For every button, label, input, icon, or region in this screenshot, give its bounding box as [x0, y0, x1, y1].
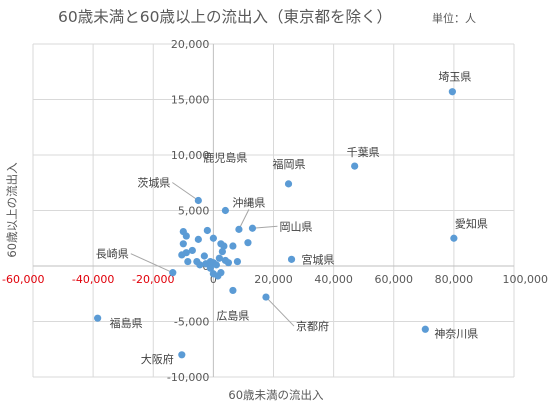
point-label: 愛知県	[455, 216, 488, 230]
data-point	[209, 234, 217, 242]
data-point	[262, 293, 270, 301]
data-point	[421, 325, 429, 333]
x-axis-title: 60歳未満の流出入	[228, 388, 324, 402]
data-point	[212, 261, 220, 269]
x-tick-label: -40,000	[72, 273, 114, 286]
data-point	[217, 240, 225, 248]
data-point	[351, 162, 359, 170]
y-tick-label: -5,000	[174, 316, 209, 329]
data-point	[94, 314, 102, 322]
y-tick-label: 5,000	[178, 205, 210, 218]
x-tick-label: 60,000	[375, 273, 414, 286]
y-tick-label: -10,000	[167, 371, 209, 384]
data-point	[178, 251, 186, 259]
data-point	[217, 269, 225, 277]
data-point	[221, 206, 229, 215]
data-point	[218, 247, 226, 256]
data-point	[229, 286, 237, 295]
data-point	[179, 240, 187, 248]
chart-title: 60歳未満と60歳以上の流出入（東京都を除く）	[58, 8, 392, 26]
data-point	[200, 252, 208, 260]
data-point	[233, 257, 242, 266]
point-label: 千葉県	[347, 145, 380, 159]
leader-line	[130, 253, 173, 274]
data-point	[248, 224, 257, 232]
point-label: 福岡県	[273, 157, 306, 171]
data-point	[184, 257, 192, 266]
data-point	[182, 232, 190, 240]
data-point	[196, 261, 204, 269]
point-label: 鹿児島県	[203, 151, 247, 165]
point-label: 岡山県	[279, 220, 312, 233]
data-point	[194, 196, 202, 205]
gridlines	[32, 43, 515, 378]
point-label: 広島県	[216, 308, 249, 322]
data-point	[287, 255, 296, 263]
data-point	[194, 235, 202, 243]
point-label: 茨城県	[137, 176, 170, 190]
x-tick-label: 100,000	[503, 273, 549, 286]
data-point	[169, 269, 177, 277]
x-tick-label: 80,000	[435, 273, 474, 286]
point-label: 埼玉県	[438, 70, 471, 84]
point-label: 長崎県	[96, 247, 129, 261]
unit-note: 単位：人	[432, 11, 476, 25]
point-label: 大阪府	[141, 352, 174, 366]
leader-line	[252, 225, 278, 229]
data-point	[244, 239, 252, 247]
leader-line	[172, 182, 199, 201]
x-tick-label: 20,000	[254, 273, 293, 286]
point-label: 宮城県	[302, 252, 335, 266]
data-point	[224, 259, 233, 267]
y-axis-title: 60歳以上の流出入	[5, 162, 19, 258]
point-label: 福島県	[110, 316, 143, 330]
leader-line	[238, 209, 250, 230]
data-point	[203, 226, 211, 235]
x-tick-labels: -60,000 -40,000 -20,000 0 20,000 40,000 60,000…	[2, 273, 548, 286]
y-tick-label: 15,000	[171, 94, 210, 107]
data-point	[215, 254, 223, 262]
x-tick-label: 0	[210, 273, 217, 286]
point-label: 沖縄県	[232, 195, 265, 209]
label-leader-lines	[130, 182, 295, 327]
data-point	[235, 225, 243, 233]
data-point	[448, 88, 456, 96]
y-tick-label: 20,000	[171, 38, 210, 51]
point-label: 神奈川県	[434, 326, 478, 340]
x-tick-label: -20,000	[132, 273, 174, 286]
data-point	[206, 264, 214, 272]
data-point	[450, 234, 458, 242]
data-points	[94, 88, 458, 359]
data-point	[178, 351, 186, 359]
point-label: 京都府	[296, 319, 329, 333]
x-tick-label: -60,000	[2, 273, 44, 286]
x-tick-label: 40,000	[314, 273, 353, 286]
data-point	[284, 180, 293, 188]
y-tick-label: 10,000	[171, 149, 210, 162]
leader-line	[265, 296, 295, 327]
data-point	[229, 242, 237, 250]
data-point	[188, 246, 196, 255]
